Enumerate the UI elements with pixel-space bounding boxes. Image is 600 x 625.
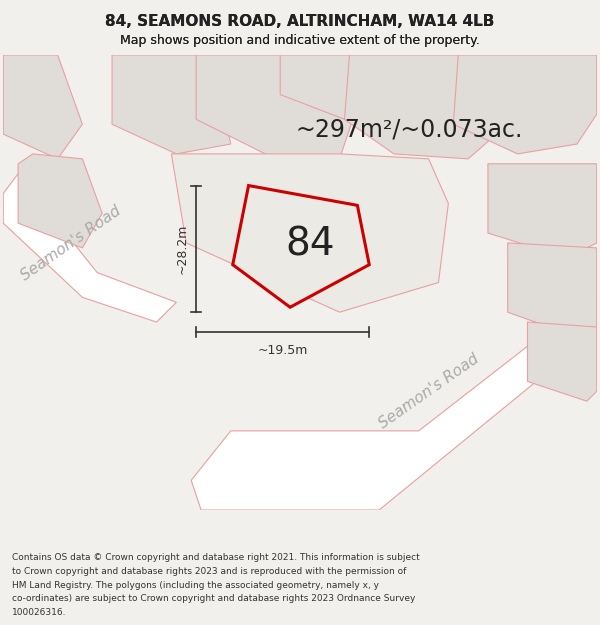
- Polygon shape: [344, 55, 508, 159]
- Text: Contains OS data © Crown copyright and database right 2021. This information is : Contains OS data © Crown copyright and d…: [12, 553, 420, 562]
- Text: 100026316.: 100026316.: [12, 608, 67, 617]
- Text: Map shows position and indicative extent of the property.: Map shows position and indicative extent…: [120, 34, 480, 47]
- Text: Seamon's Road: Seamon's Road: [376, 351, 481, 431]
- Polygon shape: [508, 243, 597, 337]
- Polygon shape: [488, 164, 597, 258]
- Polygon shape: [196, 55, 355, 159]
- Polygon shape: [527, 322, 597, 401]
- Text: ~19.5m: ~19.5m: [257, 344, 308, 357]
- Polygon shape: [3, 174, 176, 322]
- Polygon shape: [172, 154, 448, 312]
- Polygon shape: [280, 55, 399, 119]
- Text: to Crown copyright and database rights 2023 and is reproduced with the permissio: to Crown copyright and database rights 2…: [12, 567, 406, 576]
- Polygon shape: [3, 55, 82, 159]
- Text: ~28.2m: ~28.2m: [175, 224, 188, 274]
- Polygon shape: [191, 292, 597, 510]
- Text: Seamon's Road: Seamon's Road: [18, 203, 124, 283]
- Text: ~297m²/~0.073ac.: ~297m²/~0.073ac.: [295, 117, 523, 141]
- Text: co-ordinates) are subject to Crown copyright and database rights 2023 Ordnance S: co-ordinates) are subject to Crown copyr…: [12, 594, 415, 603]
- Polygon shape: [18, 154, 102, 248]
- Text: HM Land Registry. The polygons (including the associated geometry, namely x, y: HM Land Registry. The polygons (includin…: [12, 581, 379, 589]
- Text: 84, SEAMONS ROAD, ALTRINCHAM, WA14 4LB: 84, SEAMONS ROAD, ALTRINCHAM, WA14 4LB: [106, 14, 494, 29]
- Polygon shape: [454, 55, 597, 154]
- Text: Map shows position and indicative extent of the property.: Map shows position and indicative extent…: [120, 34, 480, 47]
- Polygon shape: [233, 186, 369, 308]
- Polygon shape: [112, 55, 231, 154]
- Text: 84: 84: [285, 226, 335, 264]
- Text: 84, SEAMONS ROAD, ALTRINCHAM, WA14 4LB: 84, SEAMONS ROAD, ALTRINCHAM, WA14 4LB: [106, 14, 494, 29]
